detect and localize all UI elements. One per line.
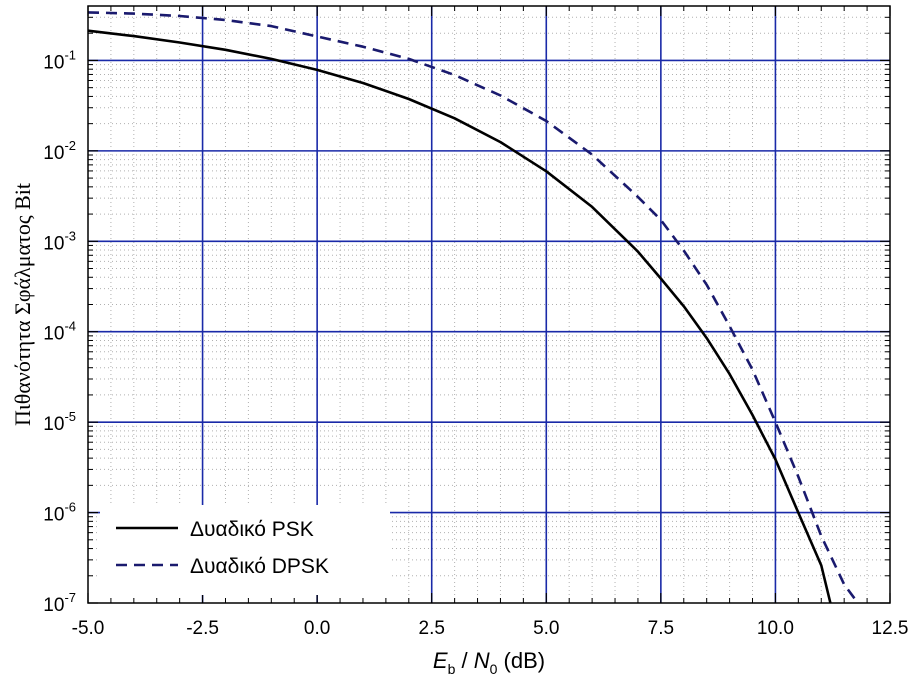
y-tick-label-exponent: -5 bbox=[64, 409, 76, 424]
y-tick-label: 10-7 bbox=[43, 590, 76, 616]
y-axis-label: Πιθανότητα Σφάλματος Bit bbox=[10, 183, 35, 426]
y-tick-label-base: 10 bbox=[43, 143, 64, 164]
x-axis-label-den-sub: 0 bbox=[490, 661, 498, 677]
series-line-psk bbox=[87, 29, 832, 604]
y-tick-label: 10-1 bbox=[43, 47, 76, 73]
legend-box bbox=[100, 505, 390, 595]
legend-label-dpsk: Δυαδικό DPSK bbox=[190, 555, 329, 578]
legend-label-psk: Δυαδικό PSK bbox=[190, 518, 314, 541]
y-tick-label-exponent: -3 bbox=[64, 228, 76, 243]
axis-ticks bbox=[87, 6, 891, 604]
x-tick-label: -5.0 bbox=[72, 618, 105, 639]
y-tick-label-base: 10 bbox=[43, 505, 64, 526]
y-tick-label-exponent: -7 bbox=[64, 590, 76, 605]
y-tick-label-exponent: -1 bbox=[64, 47, 76, 62]
x-axis-label-unit: (dB) bbox=[497, 648, 545, 673]
y-tick-label-exponent: -4 bbox=[64, 319, 76, 334]
y-tick-label: 10-5 bbox=[43, 409, 76, 435]
y-tick-label-base: 10 bbox=[43, 233, 64, 254]
x-tick-label: 2.5 bbox=[419, 618, 445, 639]
x-tick-label: -2.5 bbox=[186, 618, 219, 639]
x-axis-label: Eb / N0 (dB) bbox=[433, 648, 545, 677]
x-tick-label: 5.0 bbox=[533, 618, 559, 639]
y-tick-label: 10-2 bbox=[43, 138, 76, 164]
x-axis-label-main: E bbox=[433, 648, 448, 673]
x-tick-label: 0.0 bbox=[304, 618, 330, 639]
y-tick-label-base: 10 bbox=[43, 324, 64, 345]
x-axis-label-den: N bbox=[474, 648, 490, 673]
legend: Δυαδικό PSK Δυαδικό DPSK bbox=[100, 505, 390, 595]
y-tick-label: 10-3 bbox=[43, 228, 76, 254]
y-tick-label-exponent: -2 bbox=[64, 138, 76, 153]
series-layer bbox=[87, 11, 859, 604]
y-tick-label-base: 10 bbox=[43, 52, 64, 73]
series-line-dpsk bbox=[87, 11, 859, 604]
y-tick-label-base: 10 bbox=[43, 595, 64, 616]
x-tick-label: 7.5 bbox=[648, 618, 674, 639]
x-axis-label-main-sub: b bbox=[448, 661, 456, 677]
y-tick-labels: 10-710-610-510-410-310-210-1 bbox=[43, 47, 76, 616]
x-axis-label-sep: / bbox=[455, 648, 473, 673]
y-tick-label: 10-6 bbox=[43, 500, 76, 526]
y-tick-label-base: 10 bbox=[43, 414, 64, 435]
minor-grid bbox=[88, 6, 890, 603]
x-tick-label: 10.0 bbox=[757, 618, 794, 639]
x-tick-label: 12.5 bbox=[872, 618, 909, 639]
y-tick-label: 10-4 bbox=[43, 319, 76, 345]
y-tick-label-exponent: -6 bbox=[64, 500, 76, 515]
x-tick-labels: -5.0 -2.5 0.0 2.5 5.0 7.5 10.0 12.5 bbox=[72, 618, 909, 639]
